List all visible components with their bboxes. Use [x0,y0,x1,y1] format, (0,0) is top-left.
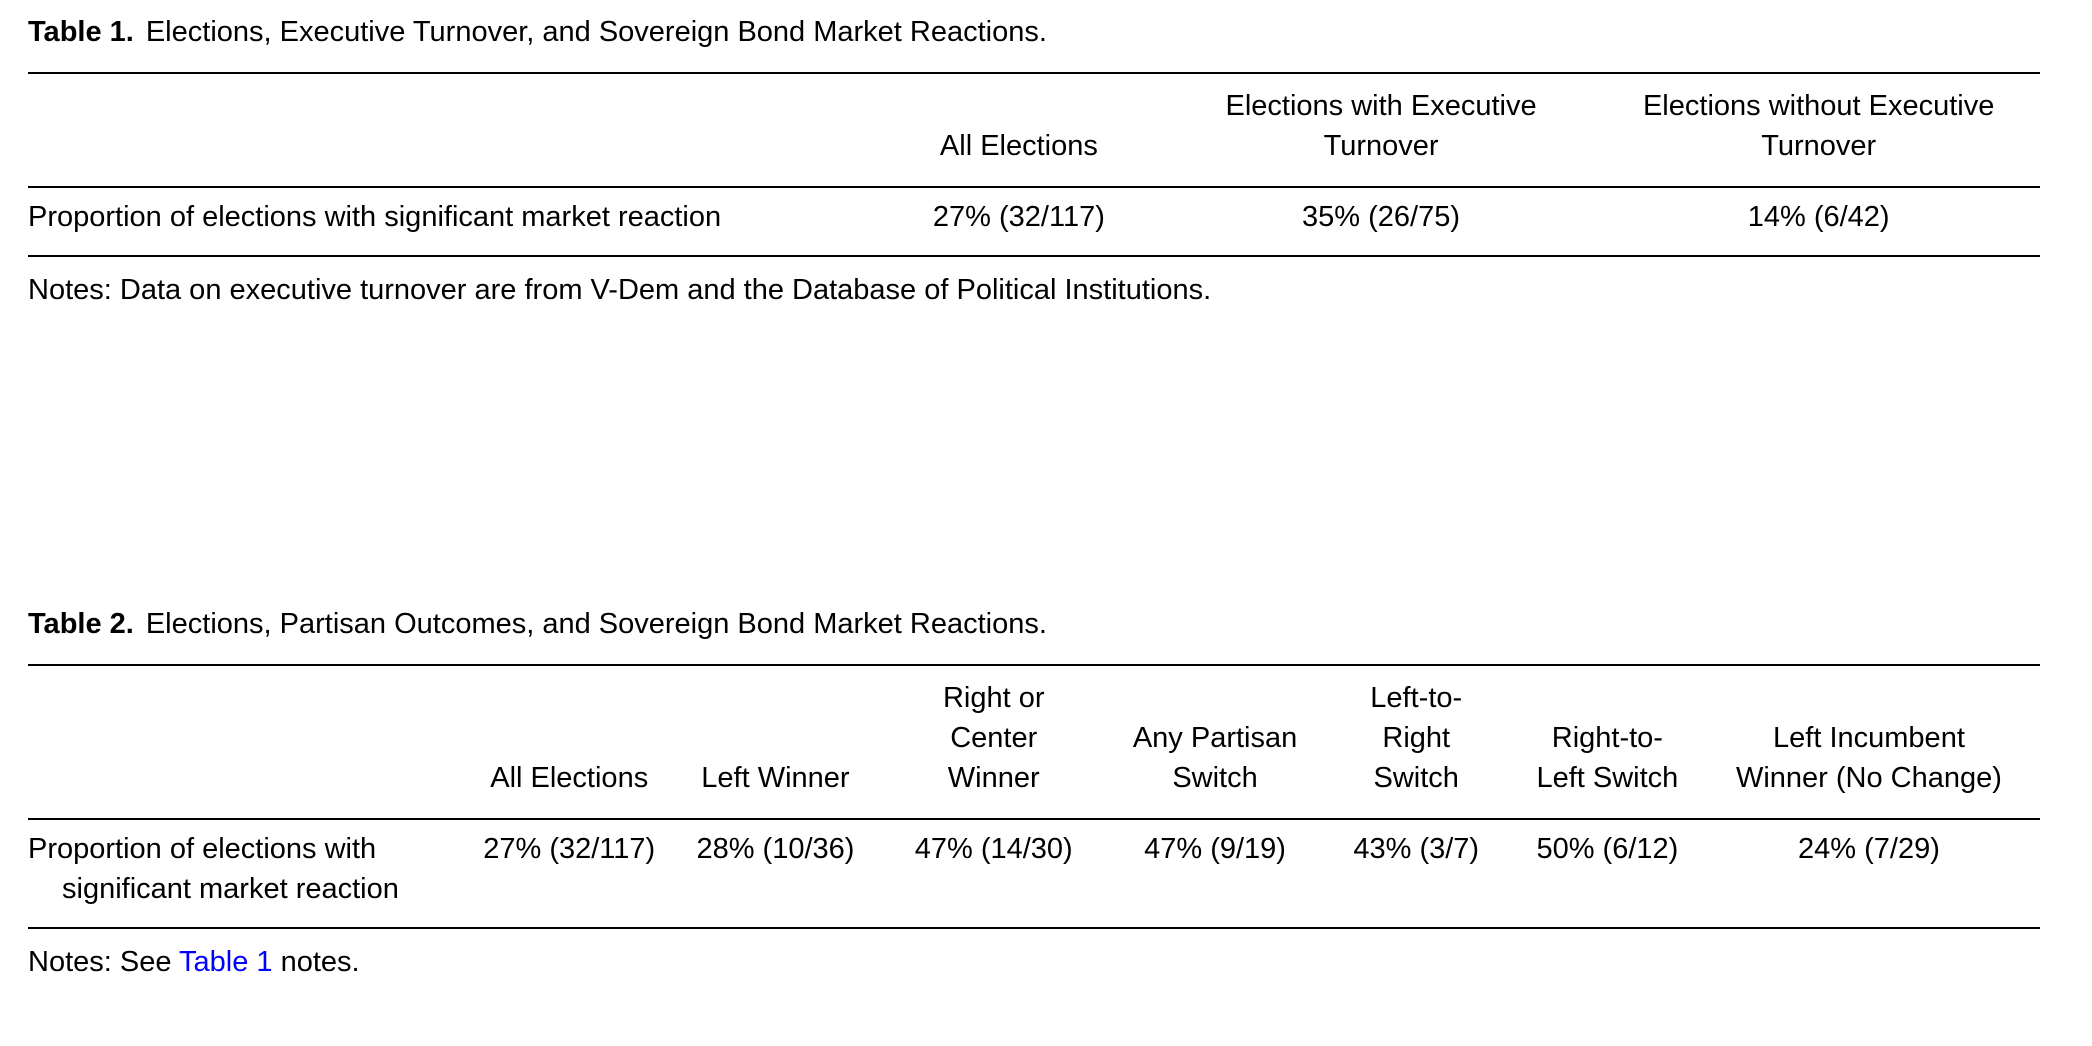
table1-stub-header [28,73,874,188]
table1-row-label: Proportion of elections with significant… [28,187,874,257]
table2-cell-left-to-right-switch: 43% (3/7) [1315,819,1517,929]
table2-col-left-to-right-switch: Left-to- Right Switch [1315,665,1517,820]
table2-stub-header [28,665,461,820]
article-page: Table 1. Elections, Executive Turnover, a… [28,0,2040,980]
table2-row-label-line1: Proportion of elections with [28,833,377,865]
table2-cell-right-to-left-switch: 50% (6/12) [1516,819,1698,929]
table1-notes: Notes: Data on executive turnover are fr… [28,274,1212,306]
table2-col-left-winner: Left Winner [677,665,874,820]
table1-cell-without-turnover: 14% (6/42) [1597,187,2040,257]
table2-col-right-to-left-switch: Right-to- Left Switch [1516,665,1698,820]
table2-row-label-line2: significant market reaction [62,873,399,905]
table2-section: Table 2. Elections, Partisan Outcomes, an… [28,606,2040,980]
table1-caption: Elections, Executive Turnover, and Sover… [145,16,1047,48]
table2-header-row: All Elections Left Winner Right or Cente… [28,665,2040,820]
table1-header-row: All Elections Elections with Executive T… [28,73,2040,188]
table2-cell-any-partisan-switch: 47% (9/19) [1114,819,1316,929]
table2-row-label: Proportion of elections with significant… [28,819,461,929]
table2-data-row: Proportion of elections with significant… [28,819,2040,929]
table2-col-all-elections: All Elections [460,665,678,820]
table1-col-elections-with-executive-turnover: Elections with Executive Turnover [1164,73,1598,188]
table2-cell-right-or-center-winner: 47% (14/30) [873,819,1115,929]
table1-col-all-elections: All Elections [873,73,1165,188]
table2-cell-left-winner: 28% (10/36) [677,819,874,929]
table1: All Elections Elections with Executive T… [28,72,2040,257]
table1-title: Table 1. Elections, Executive Turnover, a… [28,14,2040,50]
table2-col-left-incumbent-winner: Left Incumbent Winner (No Change) [1697,665,2040,820]
table2-title: Table 2. Elections, Partisan Outcomes, an… [28,606,2040,642]
table2-cell-all-elections: 27% (32/117) [460,819,678,929]
table2-notes-prefix: Notes: See [28,946,180,978]
table2-notes-suffix: notes. [272,946,360,978]
table1-cell-with-turnover: 35% (26/75) [1164,187,1598,257]
table2-col-right-or-center-winner: Right or Center Winner [873,665,1115,820]
table2-label: Table 2. [28,608,134,640]
table2-col-any-partisan-switch: Any Partisan Switch [1114,665,1316,820]
table1-reference-link[interactable]: Table 1 [179,946,273,978]
table1-label: Table 1. [28,16,134,48]
table1-col-elections-without-executive-turnover: Elections without Executive Turnover [1597,73,2040,188]
table1-cell-all-elections: 27% (32/117) [873,187,1165,257]
table1-data-row: Proportion of elections with significant… [28,187,2040,257]
table1-section: Table 1. Elections, Executive Turnover, a… [28,0,2040,308]
table2-notes: Notes: See Table 1 notes. [28,944,2040,980]
table2-cell-left-incumbent-winner: 24% (7/29) [1697,819,2040,929]
table2-caption: Elections, Partisan Outcomes, and Sovere… [145,608,1047,640]
table2: All Elections Left Winner Right or Cente… [28,664,2040,929]
